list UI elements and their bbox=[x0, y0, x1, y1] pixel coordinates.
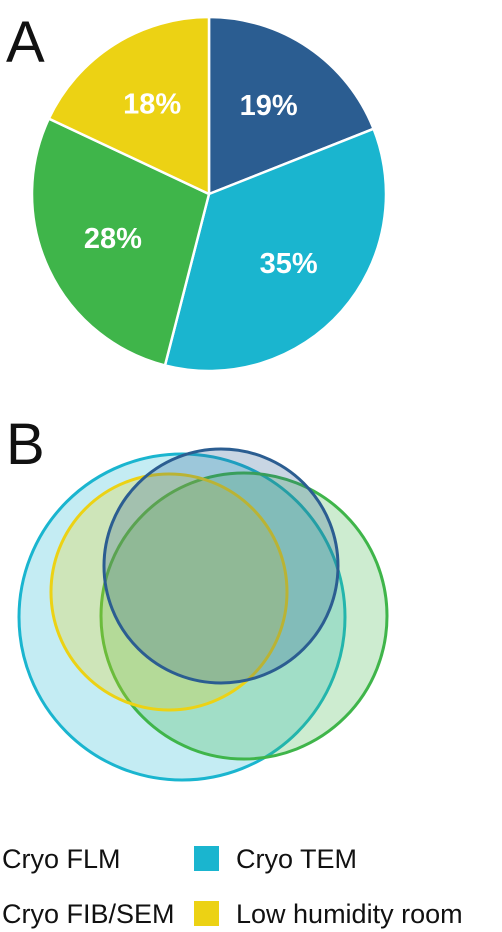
legend: Cryo FLM Cryo TEM Cryo FIB/SEM Low humidity… bbox=[0, 844, 463, 929]
legend-label-cryo-tem: Cryo TEM bbox=[236, 844, 357, 874]
pie-label-cryo-fib-sem: 28% bbox=[84, 223, 142, 255]
pie-label-low-humidity-room: 18% bbox=[123, 88, 181, 120]
legend-label-cryo-fib-sem: Cryo FIB/SEM bbox=[2, 899, 175, 929]
pie-chart: 19% 35% 28% 18% bbox=[32, 17, 386, 371]
pie-label-cryo-tem: 35% bbox=[260, 248, 318, 280]
pie-label-cryo-flm: 19% bbox=[240, 90, 298, 122]
panel-letter-a: A bbox=[6, 10, 45, 75]
legend-label-low-humidity-room: Low humidity room bbox=[236, 899, 463, 929]
panel-letter-b: B bbox=[6, 412, 45, 477]
legend-label-cryo-flm: Cryo FLM bbox=[2, 844, 121, 874]
venn-set-cryo-flm bbox=[104, 449, 338, 683]
legend-swatch-cryo-tem bbox=[194, 846, 219, 871]
venn-diagram bbox=[19, 449, 387, 780]
legend-swatch-low-humidity-room bbox=[194, 901, 219, 926]
